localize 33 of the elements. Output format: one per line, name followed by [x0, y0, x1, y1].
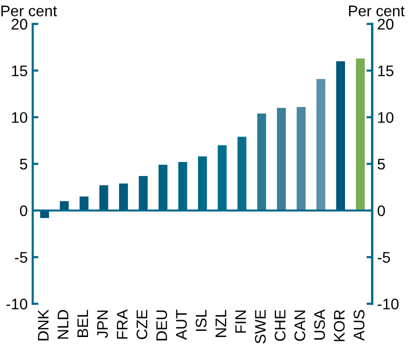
- x-tick-label: SWE: [254, 310, 266, 344]
- y2-tick-label: 15: [378, 66, 394, 76]
- y-tick-label: 20: [12, 18, 28, 30]
- y2-axis-title: Per cent: [349, 6, 405, 16]
- x-tick-label: ISL: [196, 310, 207, 331]
- x-tick-label: KOR: [334, 310, 345, 342]
- x-tick-label: CHE: [274, 310, 286, 341]
- y-tick-label: 10: [12, 112, 28, 123]
- x-tick-label: NLD: [58, 310, 68, 339]
- y-axis-title: Per cent: [1, 6, 57, 16]
- x-tick-label: FRA: [116, 309, 128, 339]
- x-tick-label: DNK: [38, 310, 49, 340]
- y-tick-label: 5: [20, 158, 28, 170]
- x-tick-label: JPN: [97, 310, 108, 338]
- y2-tick-label: -5: [378, 252, 390, 263]
- y2-tick-label: 5: [378, 158, 385, 170]
- y-tick-label: -10: [6, 298, 28, 310]
- x-tick-label: FIN: [235, 310, 246, 333]
- x-tick-label: AUT: [176, 310, 187, 340]
- y2-tick-label: 10: [378, 112, 394, 123]
- x-tick-label: USA: [314, 309, 325, 340]
- y2-tick-label: 0: [378, 205, 385, 216]
- x-tick-label: DEU: [156, 310, 168, 340]
- x-tick-label: AUS: [354, 310, 364, 341]
- x-tick-label: CZE: [136, 310, 148, 340]
- y2-tick-label: -10: [378, 298, 399, 310]
- y-tick-label: 0: [20, 205, 28, 216]
- x-tick-label: BEL: [77, 310, 88, 337]
- x-tick-label: CAN: [294, 310, 306, 341]
- x-tick-label: NZL: [216, 310, 226, 337]
- y2-tick-label: 20: [378, 18, 394, 30]
- y-tick-label: -5: [14, 252, 28, 263]
- y-tick-label: 15: [12, 66, 28, 76]
